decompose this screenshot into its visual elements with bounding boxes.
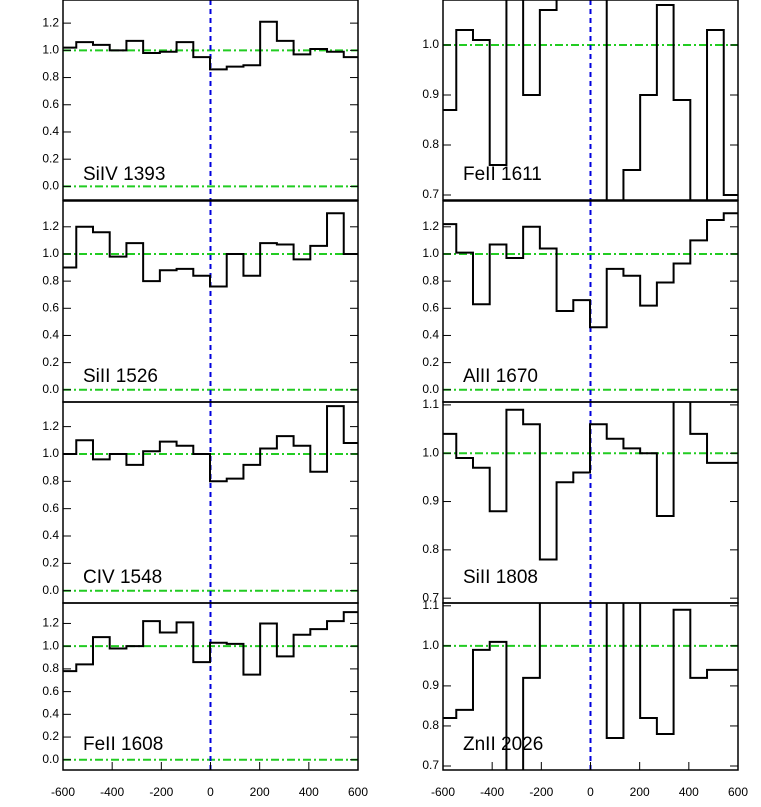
ion-label: FeII 1611 [463,164,542,185]
x-tick-label: -200 [149,785,173,799]
panel: 0.7 0.8 0.9 1.0 1.1 FeII 1611 [422,0,739,201]
y-tick-label: 1.0 [422,37,439,51]
y-tick-label: 0.0 [42,382,59,396]
ion-label: SiIV 1393 [83,164,165,185]
x-tick-label: -400 [480,785,504,799]
spectrum [63,405,358,483]
y-tick-label: 0.6 [422,300,439,314]
y-tick-label: 1.0 [42,446,59,460]
y-tick-label: 0.0 [422,382,439,396]
x-tick-label: -600 [431,785,455,799]
panel: 0.7 0.8 0.9 1.0 1.1 -600 -400 -200 0 200 400 600 ZnI… [422,598,748,799]
y-tick-label: 0.0 [42,179,59,193]
y-tick-label: 0.9 [422,494,439,508]
y-tick-label: 0.8 [422,273,439,287]
y-tick-label: 0.4 [42,707,59,721]
ion-label: FeII 1608 [83,734,163,755]
spectrum [443,0,738,200]
y-tick-label: 1.0 [422,638,439,652]
ion-label: SiII 1526 [83,366,158,387]
x-tick-label: -600 [51,785,75,799]
spectrum [63,212,358,288]
y-tick-label: 0.8 [422,137,439,151]
y-tick-label: 0.7 [422,590,439,604]
y-tick-label: 0.2 [42,729,59,743]
y-tick-label: 1.2 [42,15,59,29]
x-tick-label: 600 [348,785,368,799]
y-tick-label: 1.1 [422,397,439,411]
y-tick-label: 0.4 [42,528,59,542]
x-tick-label: -200 [529,785,553,799]
x-tick-label: 400 [299,785,319,799]
y-tick-label: 1.2 [422,219,439,233]
y-tick-label: 1.2 [42,616,59,630]
y-tick-label: 1.0 [42,43,59,57]
y-tick-label: 0.6 [42,97,59,111]
y-tick-label: 0.8 [42,273,59,287]
y-tick-label: 0.8 [42,661,59,675]
ion-label: CIV 1548 [83,567,162,588]
x-tick-label: -400 [100,785,124,799]
frame [62,0,359,201]
y-tick-label: 1.2 [42,219,59,233]
ion-label: AlII 1670 [463,366,538,387]
y-tick-label: 0.9 [422,678,439,692]
y-tick-label: 0.8 [42,473,59,487]
x-tick-label: 0 [207,785,214,799]
y-tick-label: 1.0 [422,246,439,260]
y-tick-label: 0.9 [422,87,439,101]
y-tick-label: 0.0 [42,752,59,766]
spectrum [63,20,358,71]
y-tick-label: 0.2 [42,556,59,570]
y-tick-label: 0.2 [42,151,59,165]
y-tick-label: 0.8 [422,718,439,732]
panel: 0.0 0.2 0.4 0.6 0.8 1.0 1.2 SiII 1526 [42,200,359,403]
y-tick-label: 0.4 [42,124,59,138]
y-tick-label: 0.2 [42,355,59,369]
y-tick-label: 0.4 [422,328,439,342]
spectrum [443,603,738,770]
ion-label: SiII 1808 [463,567,538,588]
x-tick-label: 200 [630,785,650,799]
panel: 0.0 0.2 0.4 0.6 0.8 1.0 1.2 SiIV 1393 [42,0,359,201]
x-tick-label: 0 [587,785,594,799]
y-tick-label: 0.8 [42,70,59,84]
y-tick-label: 1.0 [42,246,59,260]
y-tick-label: 0.0 [42,583,59,597]
y-tick-label: 0.6 [42,300,59,314]
y-tick-label: 0.7 [422,187,439,201]
y-tick-label: 1.2 [42,419,59,433]
y-tick-label: 1.1 [422,598,439,612]
y-tick-label: 0.7 [422,758,439,772]
x-tick-label: 400 [679,785,699,799]
panel: 0.0 0.2 0.4 0.6 0.8 1.0 1.2 -600 -400 -200 0 200 400… [42,602,368,799]
spectrum [443,212,738,329]
y-tick-label: 0.8 [422,542,439,556]
panel: 0.0 0.2 0.4 0.6 0.8 1.0 1.2 CIV 1548 [42,401,359,604]
y-tick-label: 1.0 [422,445,439,459]
frame [442,0,739,201]
x-tick-label: 200 [250,785,270,799]
ion-label: ZnII 2026 [463,734,543,755]
spectrum [63,611,358,676]
y-tick-label: 0.6 [42,684,59,698]
panel: 0.0 0.2 0.4 0.6 0.8 1.0 1.2 AlII 1670 [422,200,739,403]
y-tick-label: 0.2 [422,355,439,369]
x-tick-label: 600 [728,785,748,799]
y-tick-label: 1.1 [422,0,439,1]
y-tick-label: 0.4 [42,328,59,342]
spectrum [443,402,738,561]
y-tick-label: 0.6 [42,501,59,515]
y-tick-label: 1.0 [42,638,59,652]
panel: 0.7 0.8 0.9 1.0 1.1 SiII 1808 [422,397,739,604]
